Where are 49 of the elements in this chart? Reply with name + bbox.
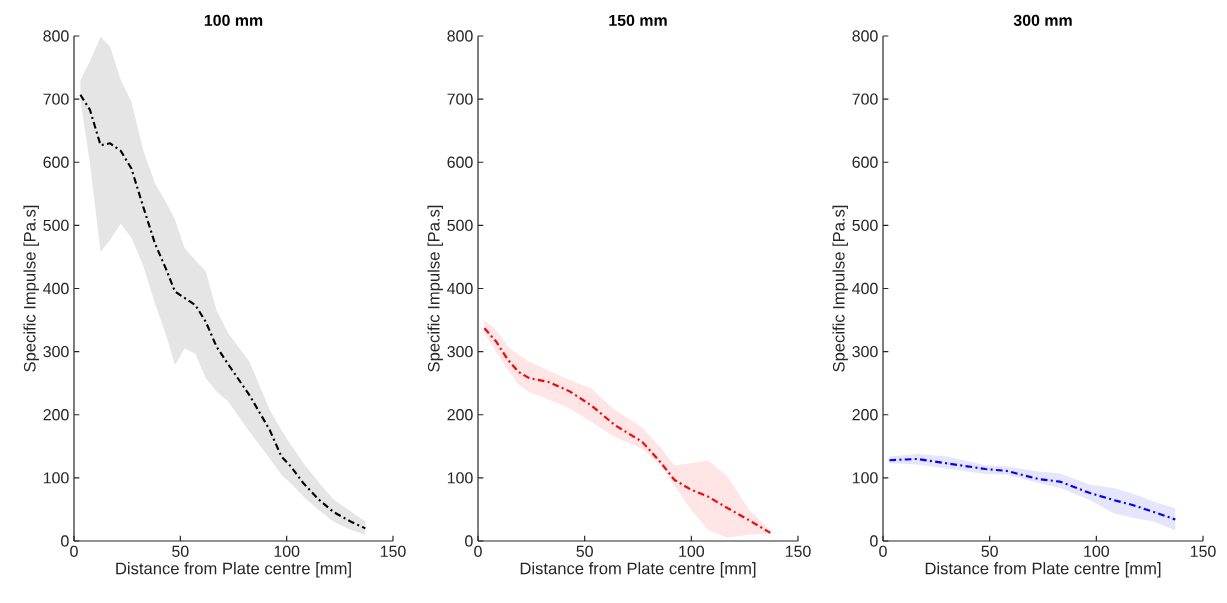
x-tick-label: 50 — [172, 545, 189, 557]
x-tick-label: 50 — [981, 545, 998, 557]
y-axis-title: Specific Impulse [Pa.s] — [832, 205, 848, 372]
x-axis-title: Distance from Plate centre [mm] — [925, 562, 1161, 578]
y-tick-label: 500 — [852, 219, 878, 232]
y-tick-label: 200 — [447, 409, 473, 421]
y-tick-label: 700 — [447, 93, 473, 105]
x-axis-title: Distance from Plate centre [mm] — [116, 562, 351, 578]
y-tick-label: 300 — [447, 345, 473, 358]
x-tick-label: 150 — [785, 545, 811, 557]
y-tick-label: 200 — [852, 409, 878, 421]
y-tick-label: 200 — [43, 409, 69, 421]
y-tick-label: 800 — [852, 30, 878, 42]
y-tick-label: 600 — [43, 156, 69, 168]
y-tick-label: 400 — [43, 282, 69, 295]
y-tick-label: 500 — [447, 219, 473, 232]
y-tick-label: 300 — [43, 345, 69, 358]
chart-title: 100 mm — [204, 14, 263, 26]
y-tick-label: 700 — [852, 93, 878, 105]
y-tick-label: 600 — [852, 156, 878, 168]
chart-title: 300 mm — [1013, 14, 1072, 27]
x-tick-label: 100 — [679, 545, 705, 557]
y-tick-label: 100 — [43, 472, 69, 484]
y-tick-label: 700 — [43, 93, 69, 105]
line-series — [888, 457, 1177, 521]
y-tick-label: 0 — [870, 535, 878, 547]
y-tick-label: 100 — [447, 472, 473, 484]
y-tick-label: 400 — [852, 282, 878, 295]
y-tick-label: 0 — [465, 535, 473, 547]
x-tick-label: 100 — [274, 545, 300, 557]
y-tick-label: 100 — [852, 472, 878, 484]
y-tick-label: 300 — [852, 345, 878, 358]
y-tick-label: 600 — [447, 156, 473, 168]
x-axis-title: Distance from Plate centre [mm] — [520, 562, 756, 578]
x-tick-label: 0 — [70, 545, 78, 557]
x-tick-label: 0 — [474, 545, 482, 557]
x-tick-label: 150 — [380, 545, 406, 557]
x-tick-label: 150 — [1190, 545, 1216, 557]
chart-title: 150 mm — [609, 14, 667, 26]
y-tick-label: 800 — [43, 30, 69, 42]
y-tick-label: 400 — [447, 282, 473, 295]
y-tick-label: 800 — [447, 30, 473, 42]
y-tick-label: 0 — [61, 535, 69, 547]
x-tick-label: 100 — [1084, 545, 1110, 557]
y-axis-title: Specific Impulse [Pa.s] — [23, 205, 39, 372]
x-tick-label: 50 — [576, 545, 593, 557]
y-tick-label: 500 — [43, 219, 69, 232]
x-tick-label: 0 — [879, 545, 887, 557]
y-axis-title: Specific Impulse [Pa.s] — [427, 205, 443, 372]
